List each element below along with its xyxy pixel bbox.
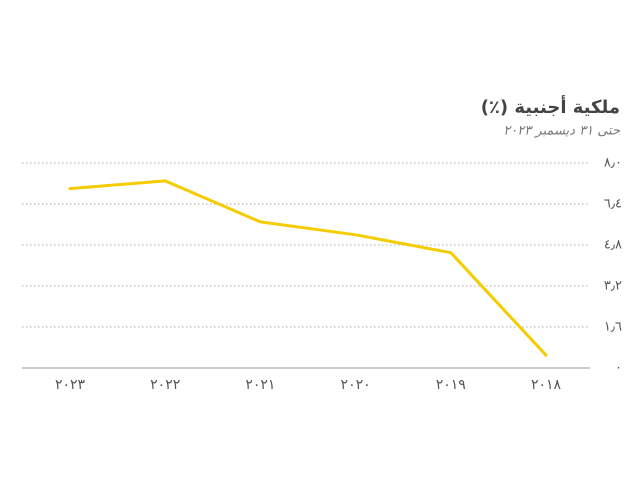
y-tick-label: ٣٫٢ (604, 279, 622, 294)
y-tick-label: ٠ (615, 361, 622, 376)
x-tick-label: ٢٠٢٠ (341, 377, 371, 393)
y-tick-label: ٤٫٨ (604, 238, 622, 253)
chart-subtitle: حتى ٣١ ديسمبر ٢٠٢٣ (503, 124, 621, 139)
x-tick-label: ٢٠٢١ (245, 377, 275, 393)
chart-title: ملكية أجنبية (٪) (481, 95, 620, 118)
x-tick-label: ٢٠١٩ (436, 377, 466, 393)
data-line (68, 179, 548, 357)
x-tick-label: ٢٠٢٣ (55, 377, 86, 393)
y-tick-label: ٨٫٠ (604, 156, 622, 171)
y-tick-label: ٦٫٤ (604, 197, 622, 212)
x-tick-label: ٢٠١٨ (531, 377, 562, 393)
y-tick-label: ١٫٦ (604, 320, 622, 335)
x-tick-label: ٢٠٢٢ (150, 377, 180, 393)
